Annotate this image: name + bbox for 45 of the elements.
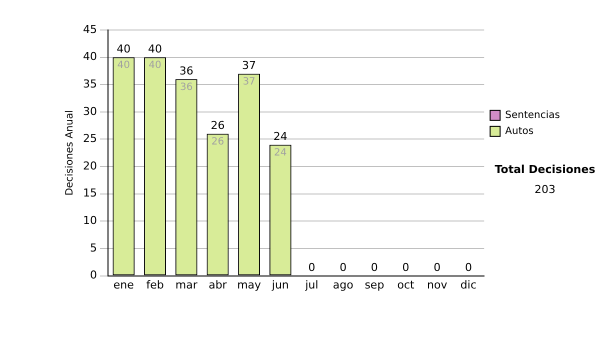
total-label: 0 (308, 261, 316, 274)
x-tick-label: jul (304, 278, 318, 292)
y-tick-label: 15 (82, 186, 97, 200)
x-tick-label: ago (332, 278, 354, 292)
total-label: 26 (210, 119, 225, 132)
total-label: 40 (116, 42, 131, 56)
data-label: 40 (148, 60, 162, 71)
y-tick-label: 5 (90, 241, 97, 254)
x-tick-label: mar (175, 278, 198, 292)
data-label: 26 (211, 136, 224, 148)
total-label: 0 (402, 261, 410, 274)
y-tick-label: 40 (82, 50, 97, 64)
x-tick-label: dic (460, 278, 477, 292)
legend-label: Sentencias (505, 110, 560, 121)
x-tick-label: feb (146, 278, 164, 292)
legend-label: Autos (505, 126, 534, 137)
x-tick-label: nov (427, 278, 448, 292)
x-tick-label: abr (208, 278, 228, 292)
data-label: 37 (242, 76, 256, 88)
y-tick-label: 25 (82, 132, 97, 146)
y-tick-label: 0 (90, 268, 97, 282)
x-tick-label: jun (270, 278, 289, 292)
total-label: 0 (340, 261, 347, 274)
total-label: 0 (370, 261, 378, 274)
total-label: 36 (179, 64, 194, 78)
y-axis-title: Decisiones Anual (64, 110, 76, 196)
data-label: 40 (117, 60, 130, 71)
text: 203 (534, 182, 556, 196)
total-label: 37 (242, 59, 256, 72)
y-tick-label: 20 (82, 159, 97, 172)
total-label: 0 (434, 261, 441, 274)
total-label: 0 (464, 261, 472, 274)
data-label: 24 (274, 147, 287, 158)
total-label: 24 (273, 130, 288, 144)
y-tick-label: 35 (82, 77, 97, 90)
total-label: 40 (148, 42, 162, 56)
data-label: 36 (180, 82, 193, 93)
y-tick-label: 10 (82, 214, 97, 228)
text: Total Decisiones (494, 162, 596, 176)
x-tick-label: oct (397, 278, 416, 292)
x-tick-label: ene (113, 278, 134, 292)
x-tick-label: sep (364, 278, 384, 292)
y-tick-label: 45 (82, 22, 97, 36)
y-tick-label: 30 (82, 104, 97, 118)
x-tick-label: may (237, 278, 262, 292)
